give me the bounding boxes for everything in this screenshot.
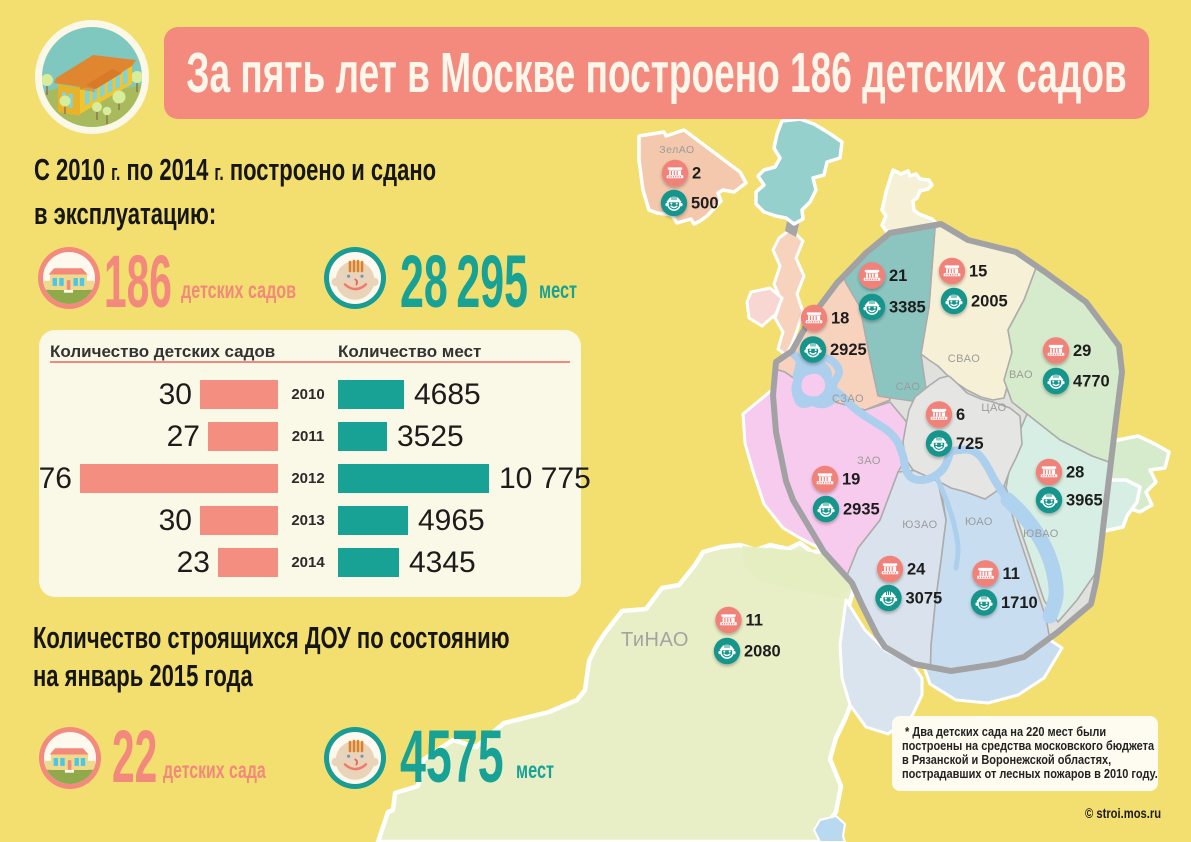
svg-text:2080: 2080 <box>744 643 781 661</box>
svg-text:СЗАО: СЗАО <box>832 393 864 405</box>
svg-text:28: 28 <box>1066 464 1084 482</box>
svg-text:3075: 3075 <box>906 590 943 608</box>
svg-text:САО: САО <box>896 381 921 393</box>
svg-text:ЦАО: ЦАО <box>981 402 1006 414</box>
svg-text:ВАО: ВАО <box>1009 369 1033 381</box>
svg-text:2005: 2005 <box>971 293 1008 311</box>
svg-text:ЮВАО: ЮВАО <box>1023 528 1059 540</box>
svg-text:ЮАО: ЮАО <box>965 516 993 528</box>
svg-text:6: 6 <box>956 406 965 424</box>
svg-text:2925: 2925 <box>830 341 867 359</box>
svg-text:4770: 4770 <box>1073 373 1110 391</box>
svg-text:1710: 1710 <box>1001 594 1038 612</box>
svg-text:3965: 3965 <box>1066 492 1103 510</box>
svg-text:29: 29 <box>1073 342 1091 360</box>
svg-text:11: 11 <box>1003 565 1020 583</box>
svg-text:ЗАО: ЗАО <box>857 455 881 467</box>
svg-text:ЮЗАО: ЮЗАО <box>902 519 937 531</box>
svg-text:19: 19 <box>842 471 860 489</box>
svg-text:ТиНАО: ТиНАО <box>621 629 689 651</box>
svg-text:2: 2 <box>692 165 701 183</box>
svg-text:3385: 3385 <box>889 299 926 317</box>
svg-text:15: 15 <box>969 263 987 281</box>
svg-text:725: 725 <box>956 435 984 453</box>
svg-text:СВАО: СВАО <box>948 353 981 365</box>
svg-text:500: 500 <box>691 195 719 213</box>
svg-text:21: 21 <box>889 267 907 285</box>
svg-text:ЗелАО: ЗелАО <box>659 144 694 156</box>
svg-text:18: 18 <box>831 310 849 328</box>
svg-text:11: 11 <box>746 612 763 630</box>
svg-text:24: 24 <box>907 561 926 579</box>
svg-text:2935: 2935 <box>843 501 880 519</box>
